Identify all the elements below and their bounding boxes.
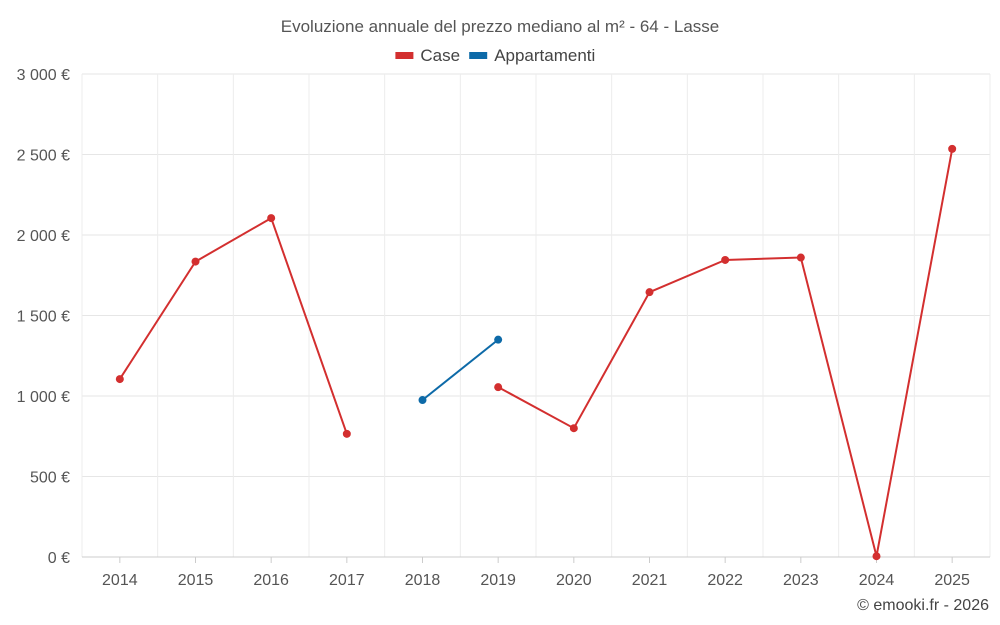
x-tick-label: 2018 [405, 572, 441, 589]
x-tick-label: 2019 [480, 572, 516, 589]
x-tick-label: 2021 [632, 572, 668, 589]
chart-title: Evoluzione annuale del prezzo mediano al… [281, 17, 719, 36]
y-tick-label: 0 € [48, 550, 70, 567]
legend-swatch-case [395, 52, 414, 59]
data-point-appartamenti-2018 [418, 396, 427, 405]
data-point-case-2022 [721, 255, 730, 264]
x-tick-label: 2023 [783, 572, 819, 589]
data-point-case-2015 [191, 257, 200, 266]
legend: Case Appartamenti [395, 46, 595, 65]
data-point-appartamenti-2019 [494, 335, 503, 344]
y-tick-label: 500 € [30, 470, 70, 487]
data-point-case-2019 [494, 383, 503, 392]
data-point-case-2020 [569, 424, 578, 433]
legend-label-case: Case [420, 46, 460, 65]
x-tick-label: 2017 [329, 572, 365, 589]
series-line-case [118, 216, 348, 435]
credit-text: © emooki.fr - 2026 [857, 597, 989, 614]
legend-swatch-appartamenti [469, 52, 488, 59]
y-axis: 0 € 500 € 1 000 € 1 500 € 2 000 € 2 500 € 3 00… [17, 67, 70, 567]
x-tick-label: 2014 [102, 572, 138, 589]
y-tick-label: 1 500 € [17, 309, 70, 326]
y-tick-label: 2 000 € [17, 228, 70, 245]
x-tick-label: 2022 [707, 572, 743, 589]
y-tick-label: 2 500 € [17, 148, 70, 165]
grid [81, 73, 991, 558]
data-point-case-2014 [115, 375, 124, 384]
x-tick-label: 2016 [253, 572, 289, 589]
data-point-case-2024 [872, 552, 881, 561]
series-layer [115, 144, 957, 561]
x-tick-label: 2024 [859, 572, 895, 589]
x-tick-label: 2020 [556, 572, 592, 589]
series-line-case [497, 148, 954, 557]
y-tick-label: 1 000 € [17, 389, 70, 406]
y-tick-label: 3 000 € [17, 67, 70, 84]
series-line-appartamenti [421, 338, 499, 401]
data-point-case-2023 [796, 253, 805, 262]
legend-label-appartamenti: Appartamenti [494, 46, 595, 65]
x-axis: 2014 2015 2016 2017 2018 2019 2020 2021 2022 2023… [82, 556, 990, 589]
data-point-case-2021 [645, 288, 654, 297]
x-tick-label: 2015 [178, 572, 214, 589]
data-point-case-2016 [267, 214, 276, 223]
data-point-case-2017 [342, 429, 351, 438]
data-point-case-2025 [948, 144, 957, 153]
x-tick-label: 2025 [934, 572, 970, 589]
